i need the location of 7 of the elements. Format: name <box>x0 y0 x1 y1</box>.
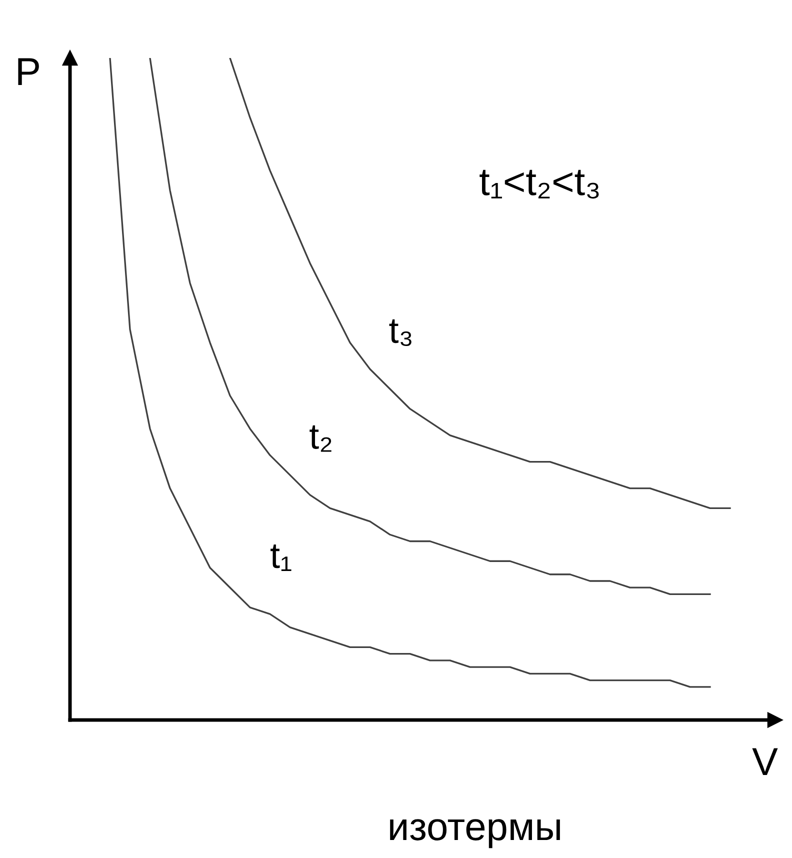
annotation: t₁<t₂<t₃ <box>480 170 599 199</box>
text: изотермы <box>390 819 560 848</box>
series-label: t₃ <box>389 319 412 346</box>
y-axis-title: P <box>18 58 39 86</box>
series-label: t₁ <box>270 544 292 571</box>
x-axis-title: V <box>752 748 778 776</box>
series-label: t₂ <box>310 425 332 452</box>
